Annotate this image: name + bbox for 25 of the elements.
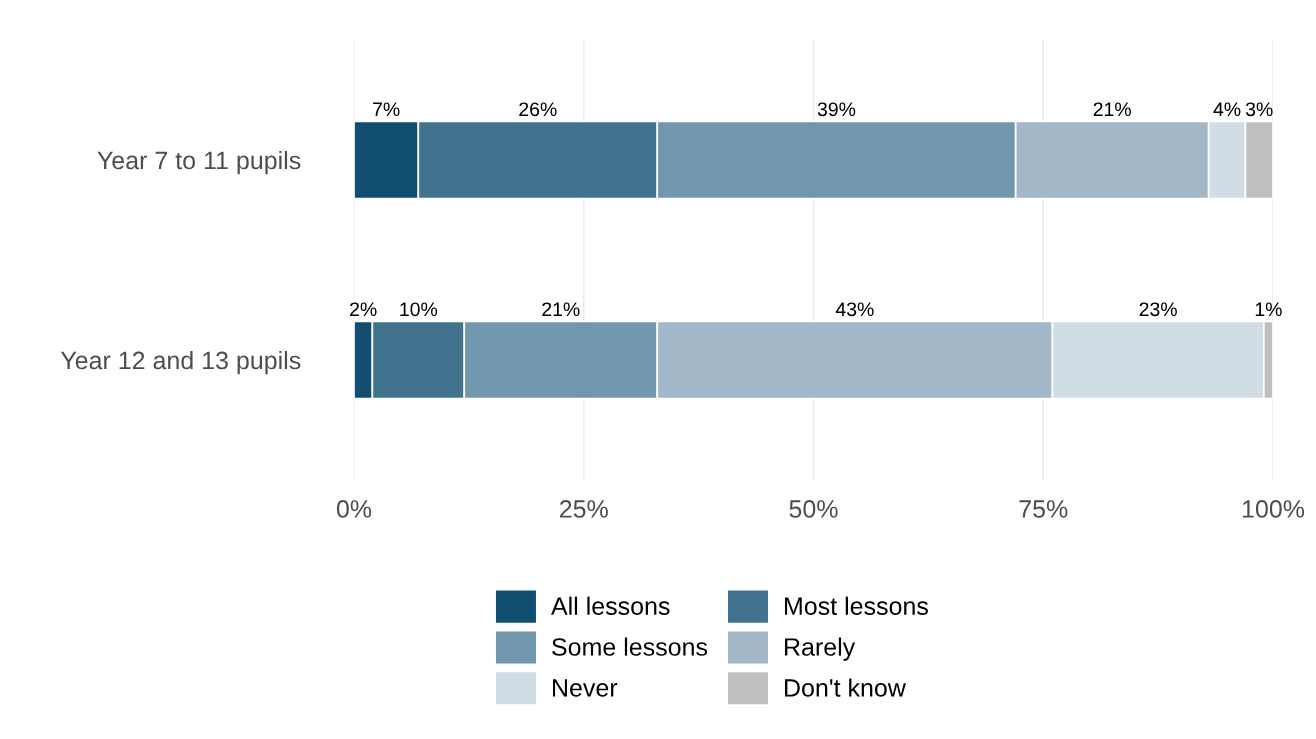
- legend-label: All lessons: [551, 596, 670, 615]
- data-label: 3%: [1245, 102, 1273, 117]
- legend-label: Most lessons: [785, 596, 928, 615]
- x-tick-label: 50%: [789, 500, 838, 518]
- x-tick-label: 25%: [559, 500, 608, 518]
- legend-label: Some lessons: [552, 637, 708, 656]
- data-label: 43%: [835, 302, 874, 317]
- legend-label: Rarely: [785, 637, 856, 661]
- data-label: 21%: [542, 302, 580, 317]
- x-tick-label: 100%: [1242, 500, 1305, 518]
- data-label: 2%: [350, 302, 377, 317]
- x-tick-label: 0%: [336, 500, 372, 518]
- y-tick-label: Year 12 and 13 pupils: [60, 350, 301, 375]
- y-tick-label: Year 7 to 11 pupils: [97, 150, 301, 175]
- x-tick-label: 75%: [1019, 500, 1068, 518]
- legend-label: Never: [553, 679, 618, 697]
- data-label: 21%: [1093, 102, 1131, 117]
- data-label: 1%: [1255, 302, 1282, 317]
- legend-label: Don't know: [785, 678, 906, 697]
- data-label: 4%: [1213, 102, 1241, 117]
- data-label: 26%: [519, 102, 557, 117]
- data-label: 23%: [1139, 302, 1177, 317]
- data-label: 10%: [400, 302, 438, 317]
- data-label: 39%: [817, 102, 856, 117]
- data-label: 7%: [373, 102, 400, 117]
